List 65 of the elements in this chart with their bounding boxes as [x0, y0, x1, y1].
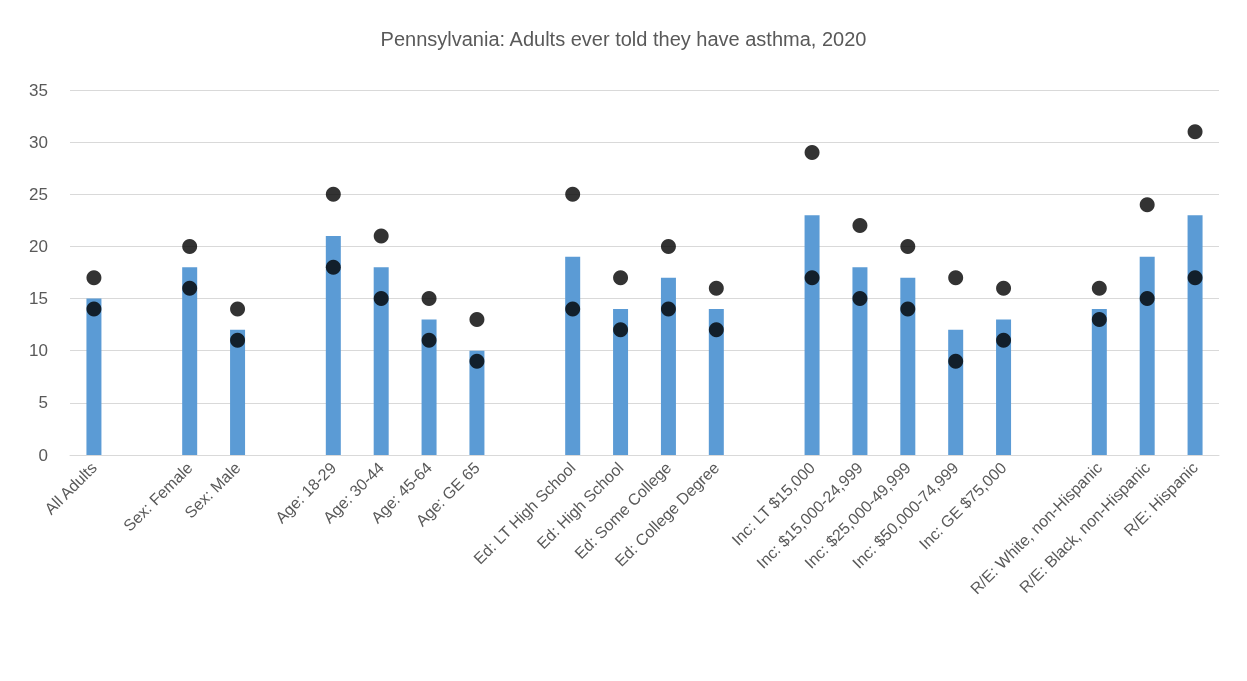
point: [996, 280, 1012, 296]
point: [1091, 280, 1107, 296]
bar: [373, 267, 389, 455]
point: [230, 332, 246, 348]
y-tick-label: 30: [29, 132, 48, 152]
point: [182, 238, 198, 254]
point: [469, 311, 485, 327]
point: [230, 301, 246, 317]
point: [565, 186, 581, 202]
y-tick-label: 35: [29, 80, 48, 100]
point: [421, 291, 437, 307]
y-tick-label: 5: [38, 393, 48, 413]
point: [708, 280, 724, 296]
bar: [1091, 309, 1107, 455]
bar: [708, 309, 724, 455]
bar: [565, 256, 581, 455]
y-tick-label: 0: [38, 445, 48, 465]
bar: [421, 319, 437, 455]
point: [1187, 270, 1203, 286]
bar: [900, 277, 916, 455]
point: [613, 322, 629, 338]
point: [996, 332, 1012, 348]
point: [708, 322, 724, 338]
point: [852, 218, 868, 234]
bar: [86, 298, 102, 455]
bar: [948, 329, 964, 455]
bar: [852, 267, 868, 455]
bar: [660, 277, 676, 455]
point: [660, 238, 676, 254]
point: [900, 301, 916, 317]
point: [660, 301, 676, 317]
point: [373, 228, 389, 244]
bar: [182, 267, 198, 455]
point: [325, 186, 341, 202]
point: [1139, 197, 1155, 213]
point: [804, 145, 820, 161]
bar: [1139, 256, 1155, 455]
point: [86, 270, 102, 286]
y-tick-label: 10: [29, 341, 48, 361]
point: [1139, 291, 1155, 307]
point: [948, 353, 964, 369]
bar: [804, 215, 820, 455]
y-tick-label: 15: [29, 289, 48, 309]
point: [900, 238, 916, 254]
point: [804, 270, 820, 286]
point: [1187, 124, 1203, 140]
point: [373, 291, 389, 307]
point: [469, 353, 485, 369]
bar: [996, 319, 1012, 455]
y-tick-label: 25: [29, 184, 48, 204]
point: [565, 301, 581, 317]
bar: [613, 309, 629, 455]
chart-title: Pennsylvania: Adults ever told they have asthma, 2020: [380, 28, 867, 50]
point: [948, 270, 964, 286]
point: [86, 301, 102, 317]
point: [421, 332, 437, 348]
bar: [1187, 215, 1203, 455]
point: [1091, 311, 1107, 327]
y-tick-label: 20: [29, 236, 48, 256]
point: [182, 280, 198, 296]
point: [852, 291, 868, 307]
point: [325, 259, 341, 275]
bar: [325, 236, 341, 455]
bar: [230, 329, 246, 455]
point: [613, 270, 629, 286]
